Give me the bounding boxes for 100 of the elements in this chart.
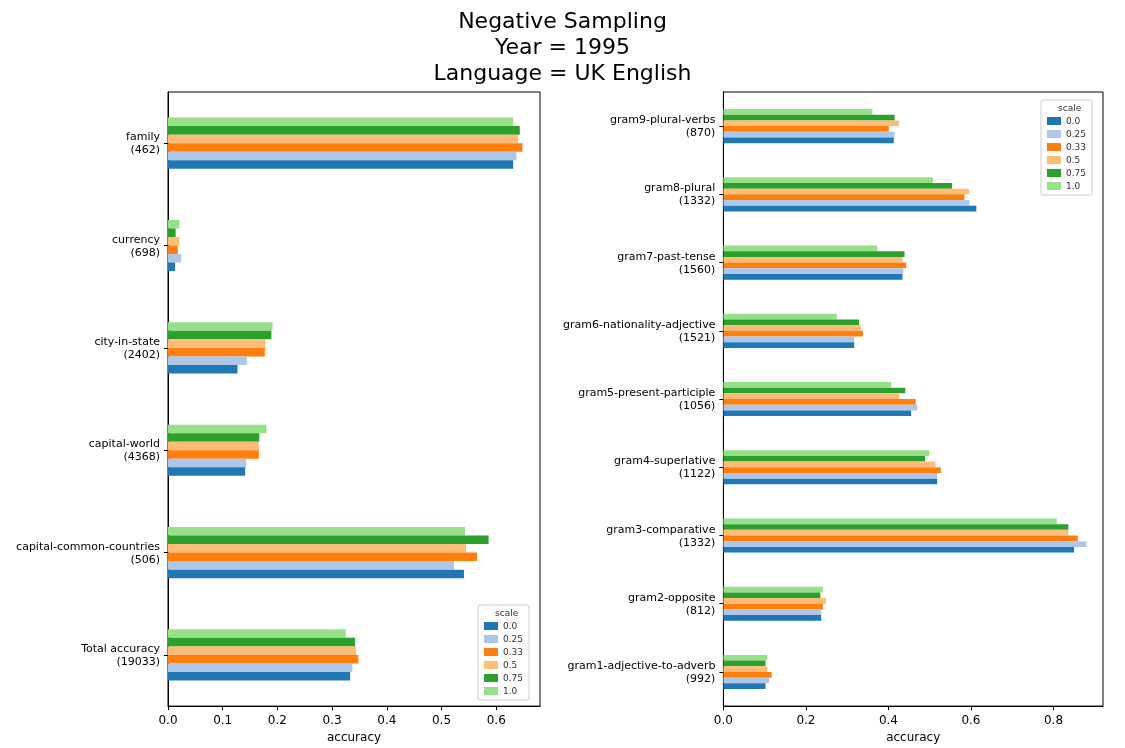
bar xyxy=(723,342,855,348)
bar xyxy=(168,544,467,553)
bar xyxy=(723,126,889,132)
bar xyxy=(723,518,1057,525)
y-tick-label: gram7-past-tense (1560) xyxy=(617,249,716,276)
bar xyxy=(168,151,517,161)
x-axis-title: accuracy xyxy=(326,730,382,744)
y-tick-label: Total accuracy (19033) xyxy=(80,641,161,668)
bar xyxy=(168,117,514,127)
bar xyxy=(168,364,238,374)
legend-label: 1.0 xyxy=(503,686,518,696)
bar xyxy=(723,450,930,456)
x-tick-label: 0.2 xyxy=(796,713,816,728)
bar xyxy=(723,381,892,388)
bar xyxy=(168,219,180,229)
bar xyxy=(168,458,247,468)
bar xyxy=(723,666,768,672)
bar xyxy=(723,592,821,599)
legend-label: 0.33 xyxy=(503,647,524,657)
x-tick-label: 0.6 xyxy=(486,713,506,728)
bar xyxy=(168,535,489,545)
legend-label: 0.0 xyxy=(503,621,518,631)
x-tick-label: 0.3 xyxy=(322,713,342,728)
legend-title: scale xyxy=(1058,102,1082,113)
bar xyxy=(168,347,265,357)
y-tick-label: gram6-nationality-adjective (1521) xyxy=(563,317,716,344)
bar xyxy=(723,325,861,331)
bar xyxy=(723,546,1075,553)
x-tick-label: 0.4 xyxy=(878,713,898,728)
y-tick-label: gram9-plural-verbs (870) xyxy=(609,113,716,140)
bar xyxy=(723,529,1069,536)
y-tick-label: capital-world (4368) xyxy=(88,437,160,464)
y-tick-label: gram2-opposite (812) xyxy=(627,590,716,617)
bar xyxy=(723,654,768,661)
bar xyxy=(723,541,1087,547)
legend-label: 0.33 xyxy=(1066,142,1087,152)
bar xyxy=(168,646,357,655)
bar xyxy=(168,237,180,246)
chart-title: Negative Sampling Year = 1995 Language = UK English xyxy=(432,8,693,86)
y-tick-label: gram8-plural (1332) xyxy=(644,181,716,208)
bar xyxy=(168,424,267,434)
bar xyxy=(168,467,246,476)
bar xyxy=(168,629,346,638)
y-tick-label: capital-common-countries (506) xyxy=(16,539,161,566)
bar xyxy=(168,441,259,451)
bar xyxy=(168,663,353,672)
y-tick-label: city-in-state (2402) xyxy=(94,334,161,361)
y-tick-label: currency (698) xyxy=(112,232,161,259)
y-tick-label: gram4-superlative (1122) xyxy=(614,454,716,481)
bar xyxy=(723,319,860,326)
x-tick-label: 0.1 xyxy=(213,713,233,728)
bar xyxy=(168,552,478,562)
x-tick-label: 0.0 xyxy=(158,713,178,728)
bar xyxy=(723,251,905,257)
bar xyxy=(168,262,176,272)
bar xyxy=(723,200,970,206)
x-tick-label: 0.2 xyxy=(267,713,287,728)
bar xyxy=(723,194,965,201)
bar xyxy=(168,143,523,152)
bar xyxy=(723,472,938,479)
bar xyxy=(723,268,904,274)
legend-label: 0.75 xyxy=(503,673,524,683)
x-tick-label: 0.6 xyxy=(961,713,981,728)
bar xyxy=(168,330,272,340)
bar xyxy=(723,273,903,280)
y-tick-label: family (462) xyxy=(126,130,161,157)
bar xyxy=(168,160,514,169)
bar xyxy=(168,126,520,135)
bar xyxy=(168,339,266,348)
bar xyxy=(723,256,903,263)
legend-label: 0.5 xyxy=(1066,155,1081,165)
bar xyxy=(168,228,176,237)
bar xyxy=(168,561,455,570)
bar xyxy=(168,322,273,331)
x-tick-label: 0.8 xyxy=(1043,713,1064,728)
legend-label: 1.0 xyxy=(1066,181,1081,191)
bar xyxy=(723,671,772,678)
bar xyxy=(723,615,822,621)
bar xyxy=(168,245,178,255)
bar xyxy=(168,671,351,681)
legend-label: 0.5 xyxy=(503,660,518,670)
legend-label: 0.25 xyxy=(503,634,524,644)
bar xyxy=(723,609,822,616)
legend-label: 0.75 xyxy=(1066,168,1087,178)
bar xyxy=(723,120,900,127)
bar xyxy=(168,654,359,664)
x-tick-label: 0.4 xyxy=(377,713,397,728)
bar xyxy=(723,330,863,337)
bar xyxy=(723,524,1069,530)
x-tick-label: 0.0 xyxy=(713,713,733,728)
y-tick-label: gram1-adjective-to-adverb (992) xyxy=(567,658,716,685)
x-axis-title: accuracy xyxy=(886,730,941,744)
bar xyxy=(723,109,873,115)
bar xyxy=(723,683,766,690)
y-tick-label: gram3-comparative (1332) xyxy=(606,522,716,549)
bar xyxy=(168,433,260,442)
bar xyxy=(723,467,941,473)
bar xyxy=(168,569,464,579)
bar xyxy=(168,526,466,536)
bar xyxy=(168,254,182,263)
